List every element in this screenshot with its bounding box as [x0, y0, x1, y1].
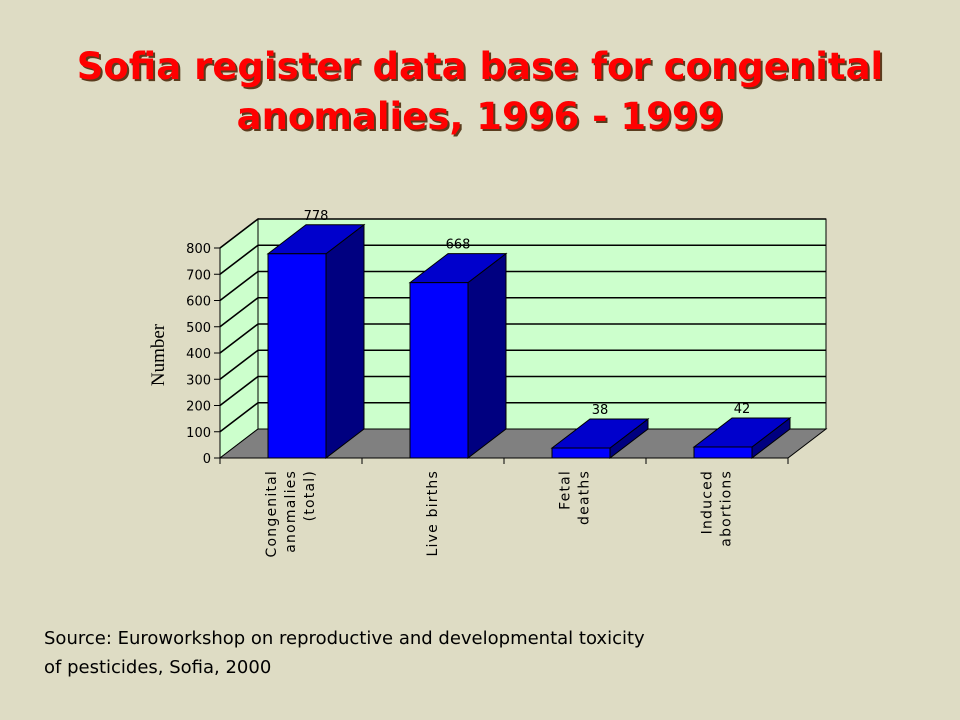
y-tick-label: 700: [186, 268, 211, 283]
bar: [267, 253, 327, 459]
bar-side: [467, 252, 507, 460]
gridline: [219, 296, 826, 328]
gridline: [219, 401, 826, 433]
category-label: Fetal: [558, 470, 574, 510]
bar: [693, 446, 753, 459]
gridline: [219, 349, 826, 380]
slide-title-line-1: Sofia register data base for congenital: [76, 45, 884, 88]
data-label: 42: [734, 402, 751, 417]
y-tick-label: 600: [186, 295, 211, 310]
category-label: (total): [302, 470, 318, 521]
source-note: Source: Euroworkshop on reproductive and…: [44, 624, 924, 682]
y-tick-label: 100: [186, 426, 211, 441]
y-tick-label: 400: [186, 347, 211, 362]
source-note-line-1: Source: Euroworkshop on reproductive and…: [44, 628, 645, 649]
slide-title: Sofia register data base for congenital …: [0, 42, 960, 142]
gridline: [219, 218, 826, 249]
y-tick-label: 800: [186, 242, 211, 257]
bar: [551, 447, 611, 459]
bar: [409, 282, 469, 459]
category-label: Congenital: [264, 470, 280, 557]
slide-title-line-2: anomalies, 1996 - 1999: [236, 95, 724, 138]
y-tick-label: 0: [203, 452, 211, 467]
data-label: 38: [592, 403, 609, 418]
category-label: abortions: [719, 470, 735, 547]
gridline: [219, 244, 826, 275]
data-label: 668: [446, 238, 471, 253]
bar-side: [325, 223, 365, 460]
category-label: anomalies: [283, 470, 299, 553]
gridline: [219, 375, 826, 407]
category-label: Induced: [700, 470, 716, 534]
gridline: [219, 270, 826, 302]
gridline: [219, 323, 826, 354]
y-tick-label: 300: [186, 373, 211, 388]
category-label: deaths: [577, 470, 593, 525]
y-axis-title: Number: [148, 323, 169, 386]
source-note-line-2: of pesticides, Sofia, 2000: [44, 657, 272, 678]
category-label: Live births: [425, 470, 441, 556]
y-tick-label: 200: [186, 400, 211, 415]
y-tick-label: 500: [186, 321, 211, 336]
data-label: 778: [304, 209, 329, 224]
